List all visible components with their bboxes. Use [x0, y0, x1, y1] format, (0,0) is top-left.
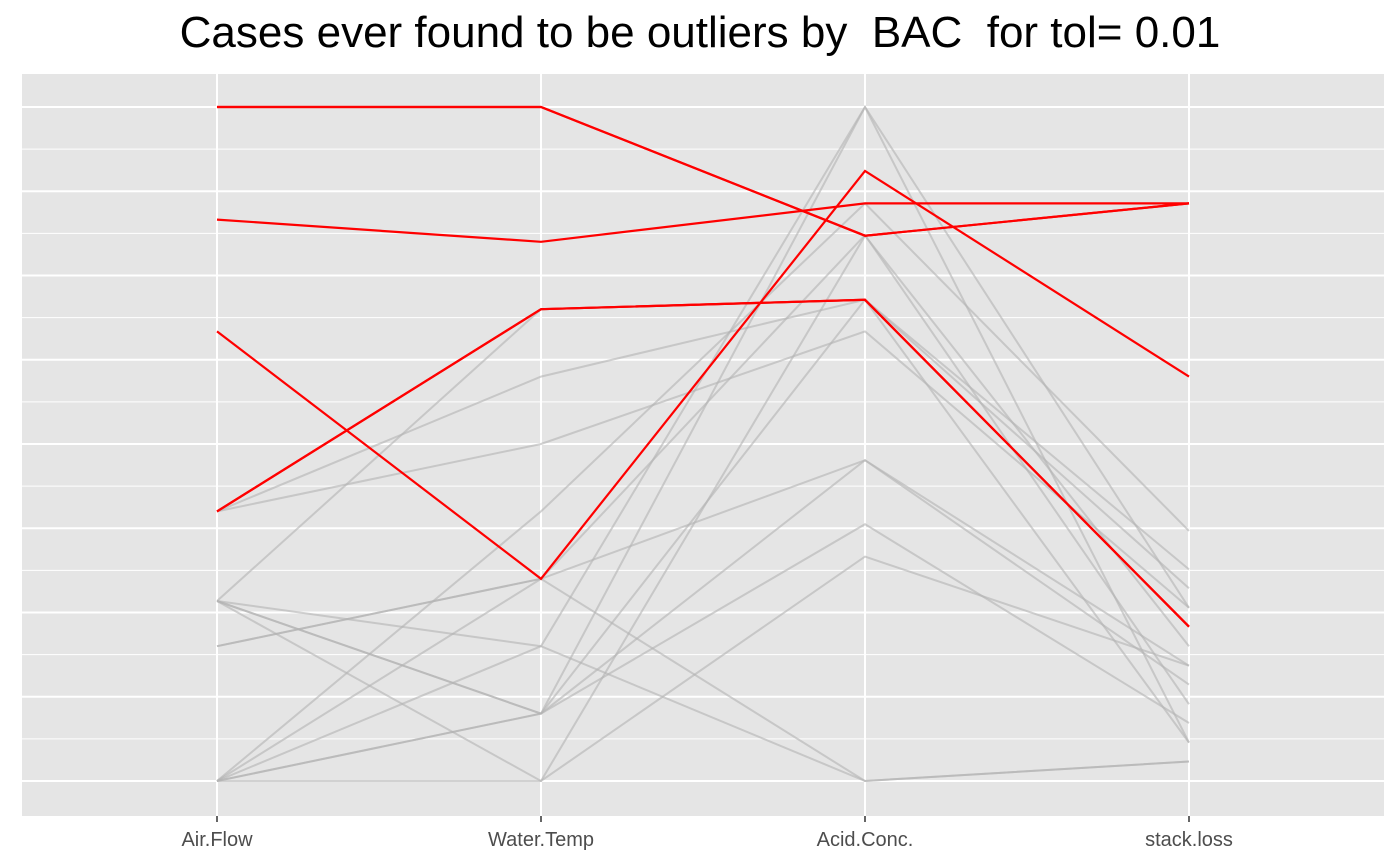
x-tick-label: Water.Temp [488, 829, 594, 851]
outlier-case-line [216, 202, 1189, 243]
x-axis-ticks: Air.Flow Water.Temp Acid.Conc. stack.loss [181, 816, 1233, 851]
outlier-case-lines [216, 105, 1190, 628]
x-tick-label: Acid.Conc. [817, 829, 914, 851]
regular-case-line [217, 233, 1190, 782]
regular-case-line [216, 458, 1190, 715]
outlier-case-line [216, 298, 1190, 628]
chart-title: Cases ever found to be outliers by BAC f… [179, 8, 1221, 57]
x-tick-label: stack.loss [1145, 829, 1233, 851]
regular-case-line [216, 233, 1190, 782]
x-tick-label: Air.Flow [181, 829, 253, 851]
regular-case-line [216, 298, 1190, 589]
regular-case-line [216, 577, 1190, 783]
regular-case-line [216, 555, 1190, 783]
outlier-case-line [217, 105, 1190, 237]
regular-case-line [216, 201, 1190, 782]
regular-case-line [216, 104, 1190, 782]
outlier-case-line [216, 169, 1190, 581]
